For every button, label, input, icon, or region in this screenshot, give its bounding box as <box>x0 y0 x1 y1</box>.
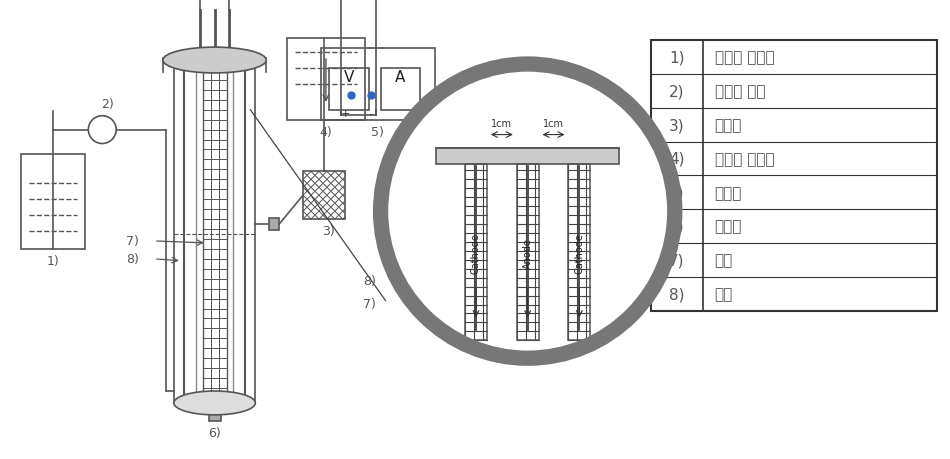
Bar <box>269 218 279 230</box>
Text: 정류기: 정류기 <box>714 185 742 200</box>
Bar <box>568 165 590 341</box>
Text: 2): 2) <box>101 98 114 111</box>
Text: Cathode: Cathode <box>471 233 481 274</box>
Text: 8): 8) <box>363 274 375 287</box>
Text: V: V <box>344 70 354 85</box>
Bar <box>651 41 938 311</box>
Text: 4): 4) <box>319 126 332 139</box>
Circle shape <box>88 117 116 144</box>
Text: 7): 7) <box>669 253 685 268</box>
Text: 1cm: 1cm <box>491 118 512 129</box>
Bar <box>381 69 420 111</box>
Text: 8): 8) <box>126 253 139 266</box>
Text: A: A <box>395 70 406 85</box>
Text: 1cm: 1cm <box>543 118 564 129</box>
Text: 2): 2) <box>669 84 685 99</box>
Bar <box>21 155 86 249</box>
Bar <box>209 403 220 421</box>
Text: 양극: 양극 <box>714 253 732 268</box>
Text: 음극: 음극 <box>714 286 732 302</box>
Text: 3): 3) <box>322 225 335 238</box>
Text: 7): 7) <box>126 235 139 248</box>
Text: 유입수 펌프: 유입수 펌프 <box>714 84 765 99</box>
Text: Cathode: Cathode <box>575 233 584 274</box>
Ellipse shape <box>174 391 256 415</box>
Text: 5): 5) <box>371 126 384 139</box>
Bar <box>517 165 539 341</box>
Text: -: - <box>369 108 372 118</box>
Text: 1): 1) <box>669 50 685 65</box>
Text: 7): 7) <box>363 297 375 310</box>
Text: 3): 3) <box>669 118 685 133</box>
Text: 반응조: 반응조 <box>714 219 742 234</box>
Bar <box>466 165 487 341</box>
Text: 유입수 저장조: 유입수 저장조 <box>714 50 774 65</box>
Bar <box>287 39 365 120</box>
Text: 8): 8) <box>669 286 685 302</box>
Bar <box>329 69 369 111</box>
Bar <box>436 149 619 165</box>
Bar <box>321 49 435 120</box>
Text: 6): 6) <box>669 219 685 234</box>
Text: 1): 1) <box>47 255 59 268</box>
Text: 6): 6) <box>208 426 221 439</box>
Text: Anode: Anode <box>522 238 533 269</box>
Text: 여과망: 여과망 <box>714 118 742 133</box>
Bar <box>202 63 226 398</box>
Text: 유출수 저장조: 유출수 저장조 <box>714 151 774 167</box>
Ellipse shape <box>162 48 266 74</box>
Bar <box>303 172 345 219</box>
Circle shape <box>381 65 674 358</box>
Text: 4): 4) <box>669 151 685 167</box>
Text: 5): 5) <box>669 185 685 200</box>
Text: +: + <box>341 108 351 118</box>
